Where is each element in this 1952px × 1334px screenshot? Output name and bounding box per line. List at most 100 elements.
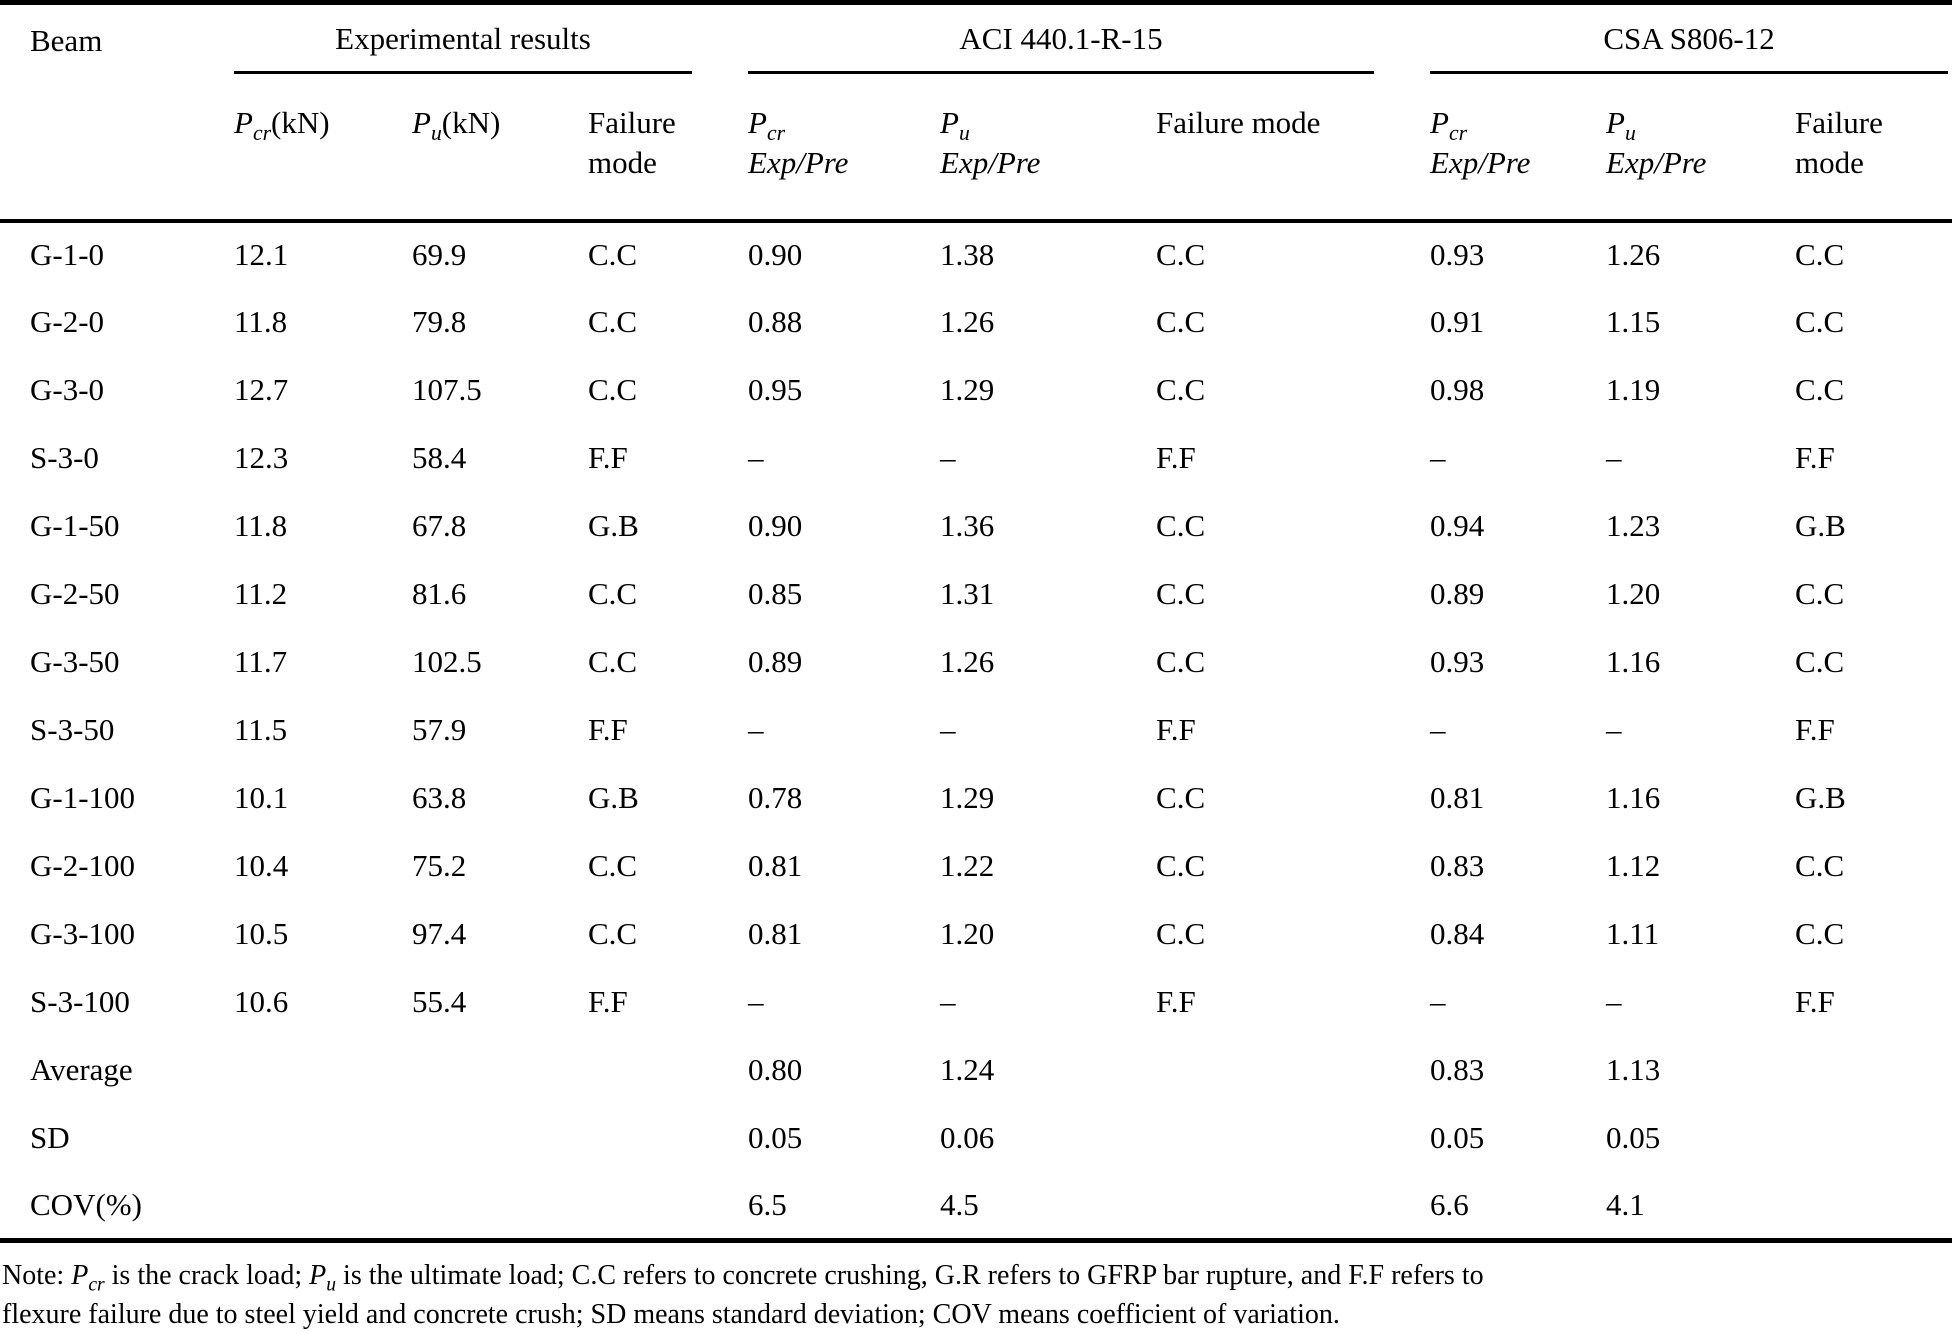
value-cell: C.C bbox=[1795, 372, 1845, 408]
subheader-csa-failure-mode: Failure mode bbox=[1795, 90, 1952, 223]
exp-pre-label: Exp/Pre bbox=[1606, 144, 1707, 180]
pcr-subscript: cr bbox=[252, 120, 272, 145]
value-cell: C.C bbox=[588, 372, 638, 408]
beam-cell: G-2-100 bbox=[30, 848, 136, 884]
group-header-experimental: Experimental results bbox=[234, 3, 748, 91]
value-cell: C.C bbox=[1156, 780, 1206, 816]
beam-cell: G-1-50 bbox=[30, 508, 120, 544]
value-cell: C.C bbox=[1156, 508, 1206, 544]
value-cell: 11.2 bbox=[234, 576, 288, 612]
subheader-exp-failure-mode: Failure mode bbox=[588, 90, 749, 223]
beam-cell: G-1-0 bbox=[30, 237, 105, 273]
table-body: G-1-0 12.1 69.9 C.C 0.90 1.38 C.C 0.93 1.26 C.C G-… bbox=[0, 221, 1952, 1243]
beam-cell: G-2-50 bbox=[30, 576, 120, 612]
value-cell bbox=[234, 1172, 412, 1243]
value-cell: C.C bbox=[1156, 237, 1206, 273]
value-cell bbox=[234, 1037, 412, 1105]
value-cell: G.B bbox=[588, 508, 639, 544]
beam-cell: G-3-0 bbox=[30, 372, 105, 408]
subheader-aci-pu-ratio: Pu Exp/Pre bbox=[940, 90, 1157, 223]
value-cell: F.F bbox=[588, 712, 628, 748]
value-cell: C.C bbox=[1156, 644, 1206, 680]
value-cell: 1.19 bbox=[1606, 372, 1661, 408]
value-cell: 57.9 bbox=[412, 712, 467, 748]
pu-subscript: u bbox=[958, 120, 970, 145]
value-cell: F.F bbox=[1795, 440, 1835, 476]
value-cell: C.C bbox=[1795, 644, 1845, 680]
value-cell: C.C bbox=[588, 644, 638, 680]
pu-symbol: P bbox=[412, 104, 431, 140]
value-cell: 0.90 bbox=[748, 237, 803, 273]
value-cell: 1.13 bbox=[1606, 1052, 1661, 1088]
value-cell: 12.1 bbox=[234, 237, 289, 273]
value-cell: 0.06 bbox=[940, 1120, 995, 1156]
pu-subscript: u bbox=[1624, 120, 1636, 145]
value-cell: G.B bbox=[1795, 780, 1846, 816]
value-cell: 0.81 bbox=[748, 916, 803, 952]
pcr-symbol-line: Pcr bbox=[748, 103, 940, 144]
value-cell: F.F bbox=[1156, 440, 1196, 476]
value-cell: 11.8 bbox=[234, 508, 288, 544]
kn-unit: (kN) bbox=[271, 104, 330, 140]
value-cell: 0.80 bbox=[748, 1052, 803, 1088]
exp-pre-label: Exp/Pre bbox=[748, 144, 849, 180]
value-cell: 1.26 bbox=[940, 304, 995, 340]
beam-cell: SD bbox=[30, 1120, 70, 1156]
value-cell: – bbox=[1430, 440, 1446, 476]
note-segment: P bbox=[71, 1260, 89, 1291]
value-cell: F.F bbox=[588, 440, 628, 476]
pu-symbol: P bbox=[1606, 104, 1625, 140]
value-cell: C.C bbox=[1156, 576, 1206, 612]
value-cell: 1.12 bbox=[1606, 848, 1661, 884]
value-cell: 0.93 bbox=[1430, 237, 1485, 273]
table-header: Beam Experimental results ACI 440.1-R-15… bbox=[0, 2, 1952, 223]
value-cell: 0.89 bbox=[1430, 576, 1485, 612]
group-header-csa: CSA S806-12 bbox=[1430, 3, 1952, 91]
value-cell: 0.91 bbox=[1430, 304, 1485, 340]
value-cell: 0.78 bbox=[748, 780, 803, 816]
value-cell: 1.23 bbox=[1606, 508, 1661, 544]
value-cell: 0.95 bbox=[748, 372, 803, 408]
note-segment: flexure failure due to steel yield and c… bbox=[2, 1298, 1340, 1330]
value-cell: G.B bbox=[588, 780, 639, 816]
value-cell: F.F bbox=[588, 984, 628, 1020]
value-cell: C.C bbox=[1795, 237, 1845, 273]
pcr-symbol: P bbox=[748, 104, 767, 140]
value-cell: F.F bbox=[1795, 712, 1835, 748]
value-cell: C.C bbox=[1795, 916, 1845, 952]
table-row: S-3-0 12.3 58.4 F.F – – F.F – – F.F bbox=[0, 425, 1952, 493]
value-cell bbox=[234, 1105, 412, 1173]
value-cell: – bbox=[748, 440, 764, 476]
table-row: G-3-0 12.7 107.5 C.C 0.95 1.29 C.C 0.98 1.19 C.C bbox=[0, 357, 1952, 425]
value-cell: 6.6 bbox=[1430, 1172, 1607, 1243]
value-cell: 11.8 bbox=[234, 304, 288, 340]
value-cell: – bbox=[1606, 712, 1622, 748]
note-segment: is the crack load; bbox=[104, 1260, 310, 1291]
value-cell: 1.29 bbox=[940, 372, 995, 408]
pcr-subscript: cr bbox=[1448, 120, 1468, 145]
table-row: G-2-100 10.4 75.2 C.C 0.81 1.22 C.C 0.83 1.12 C.C bbox=[0, 833, 1952, 901]
table-note: Note: Pcr is the crack load; Pu is the u… bbox=[0, 1243, 1952, 1334]
table-row: G-1-50 11.8 67.8 G.B 0.90 1.36 C.C 0.94 1.23 G.B bbox=[0, 493, 1952, 561]
value-cell: 11.5 bbox=[234, 712, 288, 748]
beam-cell: G-2-0 bbox=[30, 304, 105, 340]
value-cell: – bbox=[1430, 712, 1446, 748]
exp-pre-label: Exp/Pre bbox=[940, 144, 1041, 180]
value-cell: 67.8 bbox=[412, 508, 467, 544]
value-cell bbox=[1795, 1172, 1952, 1243]
value-cell: 0.89 bbox=[748, 644, 803, 680]
value-cell: 0.83 bbox=[1430, 1052, 1485, 1088]
value-cell: C.C bbox=[1795, 848, 1845, 884]
value-cell: 11.7 bbox=[234, 644, 288, 680]
pu-subscript: u bbox=[430, 120, 442, 145]
value-cell bbox=[1795, 1037, 1952, 1105]
value-cell: 0.93 bbox=[1430, 644, 1485, 680]
subheader-exp-pu-kn: Pu(kN) bbox=[412, 90, 588, 223]
group-label-aci: ACI 440.1-R-15 bbox=[748, 5, 1375, 75]
value-cell: 1.26 bbox=[940, 644, 995, 680]
value-cell bbox=[1156, 1037, 1430, 1105]
value-cell: – bbox=[1606, 984, 1622, 1020]
subheader-csa-pcr-ratio: Pcr Exp/Pre bbox=[1430, 90, 1607, 223]
value-cell: 0.83 bbox=[1430, 848, 1485, 884]
value-cell: C.C bbox=[588, 304, 638, 340]
